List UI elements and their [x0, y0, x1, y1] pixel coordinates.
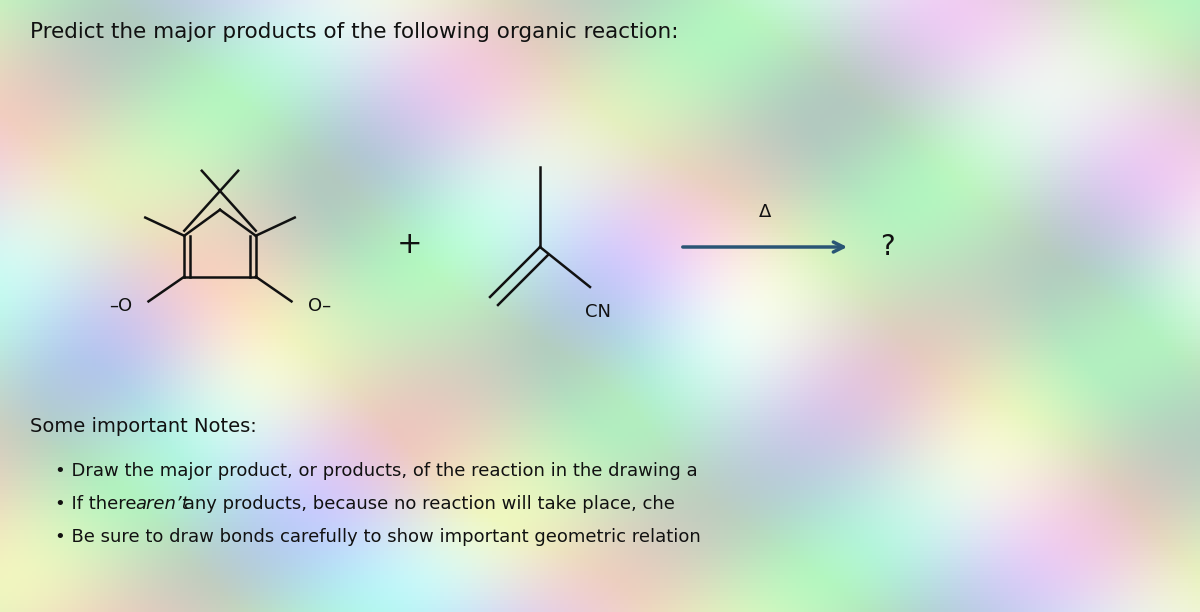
- Text: CN: CN: [586, 303, 611, 321]
- Text: Predict the major products of the following organic reaction:: Predict the major products of the follow…: [30, 22, 678, 42]
- Text: +: +: [397, 230, 422, 258]
- Text: ?: ?: [880, 233, 895, 261]
- Text: any products, because no reaction will take place, che: any products, because no reaction will t…: [178, 495, 674, 513]
- Text: • Draw the major product, or products, of the reaction in the drawing a: • Draw the major product, or products, o…: [55, 462, 697, 480]
- Text: –O: –O: [109, 297, 132, 315]
- Text: aren’t: aren’t: [136, 495, 188, 513]
- Text: • Be sure to draw bonds carefully to show important geometric relation: • Be sure to draw bonds carefully to sho…: [55, 528, 701, 546]
- Text: Some important Notes:: Some important Notes:: [30, 417, 257, 436]
- Text: • If there: • If there: [55, 495, 143, 513]
- Text: Δ: Δ: [758, 203, 772, 221]
- Text: O–: O–: [308, 297, 331, 315]
